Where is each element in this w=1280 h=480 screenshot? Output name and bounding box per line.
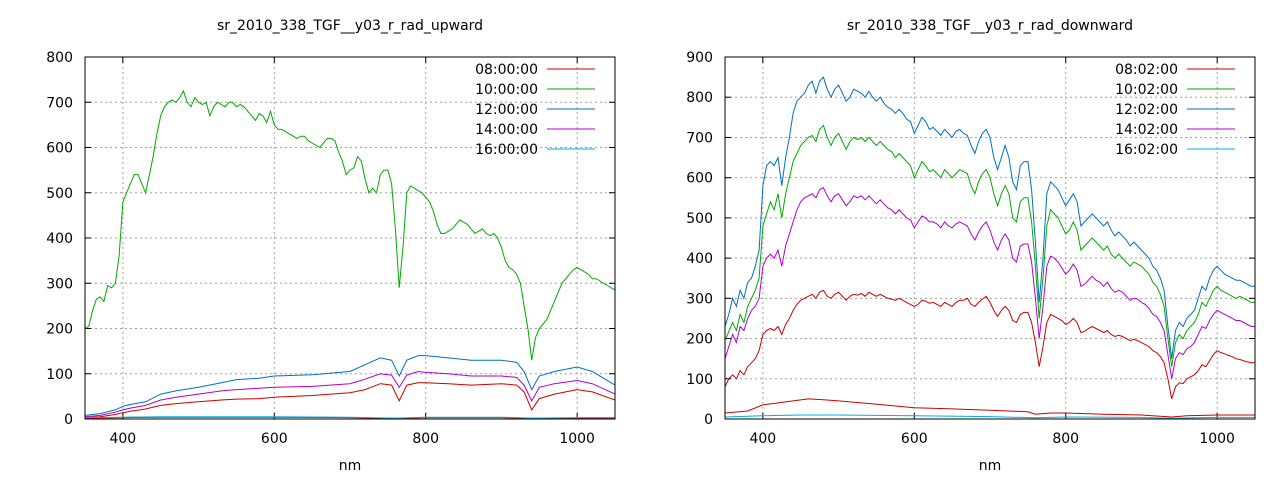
legend-label: 16:00:00 [475,142,538,158]
legend-label: 12:02:00 [1115,102,1178,118]
y-tick-label: 200 [46,322,73,338]
legend-label: 14:02:00 [1115,122,1178,138]
y-tick-label: 900 [686,50,713,66]
x-tick-label: 800 [1052,431,1079,447]
y-tick-label: 300 [46,276,73,292]
series-line [725,414,1255,419]
series-line [725,124,1255,367]
legend-label: 10:00:00 [475,82,538,98]
x-tick-label: 400 [109,431,136,447]
y-tick-label: 800 [686,90,713,106]
series-line [85,370,615,418]
y-tick-label: 600 [46,141,73,157]
series-line [725,187,1255,379]
legend-label: 12:00:00 [475,102,538,118]
series-line [725,76,1255,359]
y-tick-label: 800 [46,50,73,66]
y-tick-label: 400 [686,251,713,267]
x-tick-label: 800 [412,431,439,447]
x-tick-label: 600 [261,431,288,447]
chart-title: sr_2010_338_TGF__y03_r_rad_upward [217,18,483,34]
y-tick-label: 400 [46,231,73,247]
series-line [85,89,615,361]
series-line [725,289,1255,400]
y-tick-label: 0 [64,412,73,428]
legend-label: 14:00:00 [475,122,538,138]
chart-2: sr_2010_338_TGF__y03_r_rad_downward 0 100 2… [686,18,1256,474]
chart-title: sr_2010_338_TGF__y03_r_rad_downward [847,18,1133,34]
y-tick-label: 100 [686,372,713,388]
legend-label: 08:00:00 [475,62,538,78]
legend-label: 08:02:00 [1115,62,1178,78]
y-tick-label: 600 [686,171,713,187]
x-axis-label: nm [979,458,1002,474]
x-tick-label: 600 [901,431,928,447]
x-tick-label: 400 [749,431,776,447]
y-tick-label: 700 [686,130,713,146]
y-tick-label: 100 [46,367,73,383]
legend-label: 16:02:00 [1115,142,1178,158]
x-tick-label: 1000 [559,431,595,447]
x-tick-label: 1000 [1199,431,1235,447]
y-tick-label: 700 [46,95,73,111]
plot-frame [84,56,616,420]
x-axis-label: nm [339,458,362,474]
y-tick-label: 0 [704,412,713,428]
series-line [85,355,615,416]
chart-1: sr_2010_338_TGF__y03_r_rad_upward 0 100 200… [46,18,616,474]
legend-label: 10:02:00 [1115,82,1178,98]
y-tick-label: 200 [686,332,713,348]
series-line [85,382,615,419]
series-line [725,398,1255,418]
series-line [85,416,615,419]
y-tick-label: 500 [46,186,73,202]
plot-frame [724,56,1256,420]
y-tick-label: 500 [686,211,713,227]
y-tick-label: 300 [686,291,713,307]
